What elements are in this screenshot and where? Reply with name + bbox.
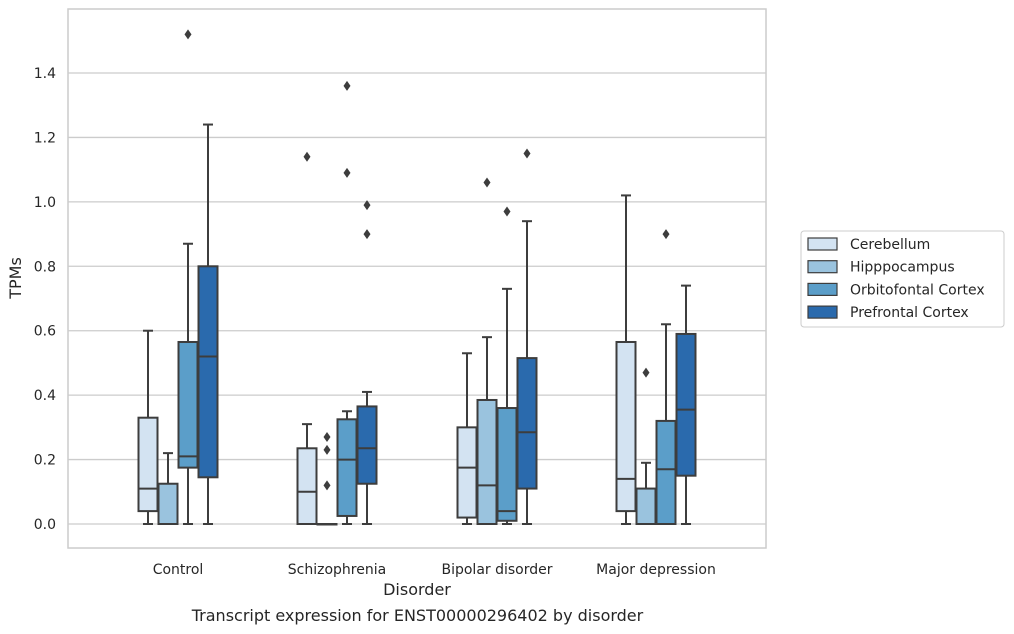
legend-swatch <box>807 237 838 251</box>
outlier-marker <box>503 206 511 217</box>
box-rect <box>635 487 657 526</box>
box-cerebellum-2 <box>456 352 478 525</box>
legend-item: Prefrontal Cortex <box>807 305 969 321</box>
box-prefrontal-cortex-2 <box>516 148 538 525</box>
box-rect <box>476 398 498 526</box>
legend-item: Cerebellum <box>807 237 930 253</box>
box-hipppocampus-3 <box>635 367 657 526</box>
legend-swatch <box>807 305 838 319</box>
outlier-marker <box>523 148 531 159</box>
box-rect <box>356 405 378 485</box>
legend-label: Orbitofontal Cortex <box>850 282 985 298</box>
outlier-marker <box>483 177 491 188</box>
y-tick-label: 1.2 <box>34 130 56 146</box>
outlier-marker <box>323 432 331 443</box>
box-orbitofontal-cortex-1 <box>336 80 358 525</box>
outlier-marker <box>343 167 351 178</box>
x-tick-label: Control <box>153 562 204 578</box>
outlier-marker <box>303 151 311 162</box>
plot-frame <box>67 8 767 549</box>
outlier-marker <box>343 80 351 91</box>
outlier-marker <box>662 229 670 240</box>
outlier-marker <box>323 444 331 455</box>
legend: Cerebellum Hipppocampus Orbitofontal Corte… <box>800 230 1005 328</box>
y-tick-label: 0.0 <box>34 517 56 533</box>
box-prefrontal-cortex-1 <box>356 200 378 525</box>
box-hipppocampus-0 <box>157 452 179 526</box>
x-tick-label: Major depression <box>596 562 716 578</box>
legend-swatch <box>807 282 838 296</box>
box-hipppocampus-1 <box>316 432 338 526</box>
box-prefrontal-cortex-0 <box>197 123 219 525</box>
outlier-marker <box>323 480 331 491</box>
y-tick-label: 1.4 <box>34 66 56 82</box>
box-hipppocampus-2 <box>476 177 498 526</box>
box-rect <box>137 416 159 513</box>
box-orbitofontal-cortex-3 <box>655 229 677 525</box>
legend-item: Orbitofontal Cortex <box>807 282 985 298</box>
box-cerebellum-3 <box>615 194 637 525</box>
box-rect <box>615 340 637 513</box>
legend-label: Cerebellum <box>850 237 930 253</box>
box-orbitofontal-cortex-2 <box>496 206 518 525</box>
box-rect <box>456 426 478 519</box>
legend-swatch <box>807 260 838 274</box>
box-rect <box>157 482 179 526</box>
box-cerebellum-1 <box>296 151 318 525</box>
y-tick-label: 0.2 <box>34 453 56 469</box>
y-axis-label: TPMs <box>6 257 25 300</box>
y-tick-label: 0.6 <box>34 324 56 340</box>
box-rect <box>655 419 677 525</box>
box-prefrontal-cortex-3 <box>675 284 697 525</box>
box-rect <box>177 340 199 469</box>
x-axis-label: Disorder <box>383 580 451 599</box>
legend-label: Hipppocampus <box>850 260 955 276</box>
y-tick-label: 0.8 <box>34 259 56 275</box>
figure-caption: Transcript expression for ENST0000029640… <box>191 606 644 625</box>
x-tick-label: Schizophrenia <box>288 562 386 578</box>
outlier-marker <box>184 29 192 40</box>
x-tick-label: Bipolar disorder <box>441 562 552 578</box>
legend-label: Prefrontal Cortex <box>850 305 969 321</box>
legend-item: Hipppocampus <box>807 260 955 276</box>
box-rect <box>496 407 518 522</box>
box-rect <box>516 357 538 490</box>
y-tick-labels: 0.0 0.2 0.4 0.6 0.8 1.0 1.2 1.4 <box>34 66 56 533</box>
y-tick-label: 1.0 <box>34 195 56 211</box>
box-orbitofontal-cortex-0 <box>177 29 199 525</box>
box-rect <box>336 418 358 517</box>
outlier-marker <box>363 200 371 211</box>
box-cerebellum-0 <box>137 329 159 525</box>
outlier-marker <box>642 367 650 378</box>
y-tick-label: 0.4 <box>34 388 56 404</box>
legend-frame <box>800 230 1005 328</box>
box-rect <box>296 447 318 525</box>
x-tick-labels: Control Schizophrenia Bipolar disorder Majo… <box>153 562 716 578</box>
box-rect <box>675 332 697 477</box>
box-layer <box>137 29 697 526</box>
outlier-marker <box>363 229 371 240</box>
box-rect <box>197 265 219 479</box>
